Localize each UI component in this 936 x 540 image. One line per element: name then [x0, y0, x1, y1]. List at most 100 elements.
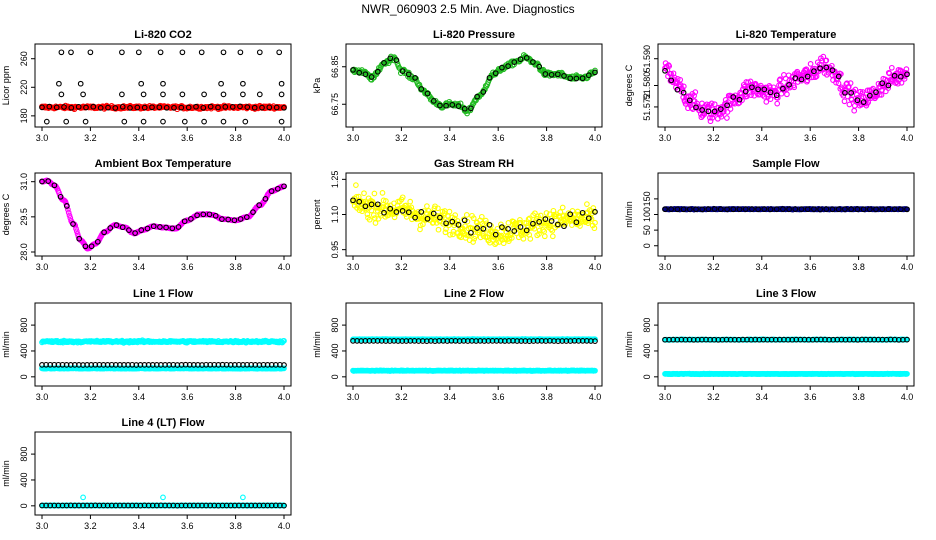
data-point [810, 74, 817, 81]
data-point [842, 89, 848, 96]
data-point [879, 80, 886, 87]
x-tick-label: 3.6 [804, 133, 817, 143]
x-tick-label: 3.2 [395, 262, 408, 272]
data-point [364, 211, 371, 218]
data-point [181, 118, 188, 125]
data-point [897, 73, 904, 80]
data-point [171, 104, 177, 111]
data-point [837, 85, 844, 92]
data-point [259, 104, 265, 111]
data-point [380, 197, 387, 204]
data-point [276, 49, 283, 56]
data-point [561, 73, 567, 79]
data-point [851, 107, 858, 114]
data-point [489, 228, 496, 234]
data-point [879, 206, 886, 213]
y-tick-label: 51.572 [642, 93, 652, 121]
data-point [888, 64, 895, 71]
data-point [532, 210, 538, 217]
series-all-top [39, 337, 287, 346]
data-point [854, 97, 861, 104]
data-point [119, 224, 126, 231]
data-point [574, 208, 581, 215]
data-point [68, 49, 74, 56]
data-point [281, 362, 287, 368]
data-point [470, 239, 476, 245]
data-point [237, 103, 243, 110]
data-point [730, 206, 737, 213]
data-point [527, 236, 534, 242]
x-tick-label: 4.0 [278, 392, 291, 402]
series-black-base [39, 103, 287, 111]
data-point [492, 231, 499, 238]
x-tick-label: 3.4 [756, 262, 769, 272]
data-point [855, 96, 862, 102]
series-black-mid [56, 80, 285, 87]
data-point [561, 223, 567, 230]
y-tick-label: 150 [642, 191, 652, 206]
data-point [780, 85, 786, 92]
data-point [536, 231, 542, 237]
data-point [237, 216, 244, 222]
data-point [711, 206, 718, 212]
data-point [387, 55, 394, 62]
data-point [156, 104, 163, 111]
data-point [511, 59, 518, 65]
data-point [461, 105, 468, 112]
data-point [256, 202, 263, 208]
data-point [56, 80, 62, 87]
data-point [531, 225, 538, 232]
x-tick-label: 3.4 [444, 262, 457, 272]
data-point [437, 214, 443, 221]
data-point [835, 206, 842, 213]
x-tick-label: 3.0 [36, 521, 49, 531]
x-tick-label: 3.4 [133, 133, 146, 143]
data-point [549, 233, 556, 240]
data-point [262, 196, 269, 202]
data-point [126, 227, 132, 233]
data-point [160, 80, 166, 87]
x-tick-label: 3.8 [852, 262, 865, 272]
data-point [554, 71, 561, 78]
x-tick-label: 3.8 [540, 392, 553, 402]
data-point [784, 91, 790, 98]
x-tick-label: 3.4 [444, 392, 457, 402]
data-point [470, 215, 477, 222]
data-point [407, 198, 414, 205]
data-point [58, 91, 65, 98]
x-tick-label: 3.6 [181, 133, 194, 143]
y-tick-label: 28.0 [19, 243, 29, 261]
plot-frame [34, 302, 292, 387]
panel-title: Gas Stream RH [434, 158, 514, 170]
data-point [135, 49, 142, 56]
data-point [134, 104, 141, 111]
data-point [157, 49, 164, 56]
plot-frame [34, 43, 292, 128]
data-point [387, 205, 394, 212]
y-axis-label: degrees C [1, 193, 11, 235]
data-point [662, 67, 668, 74]
data-point [119, 91, 125, 98]
data-point [774, 100, 781, 107]
data-point [242, 118, 249, 125]
data-point [686, 206, 693, 213]
data-point [705, 206, 712, 212]
y-axis-label: degrees C [624, 64, 634, 106]
data-point [240, 494, 246, 501]
data-point [592, 338, 598, 344]
x-tick-label: 3.2 [84, 392, 97, 402]
y-tick-label: 31.0 [19, 173, 29, 191]
x-tick-label: 3.2 [84, 521, 97, 531]
y-axis-label: ml/min [1, 331, 11, 358]
data-point [543, 210, 550, 216]
data-point [523, 55, 530, 61]
x-tick-label: 3.6 [492, 262, 505, 272]
data-point [786, 81, 792, 88]
data-point [898, 79, 905, 86]
data-point [157, 224, 163, 230]
data-point [39, 104, 45, 111]
data-point [848, 206, 855, 213]
data-point [820, 53, 827, 60]
data-point [492, 70, 499, 77]
x-tick-label: 3.0 [659, 133, 672, 143]
